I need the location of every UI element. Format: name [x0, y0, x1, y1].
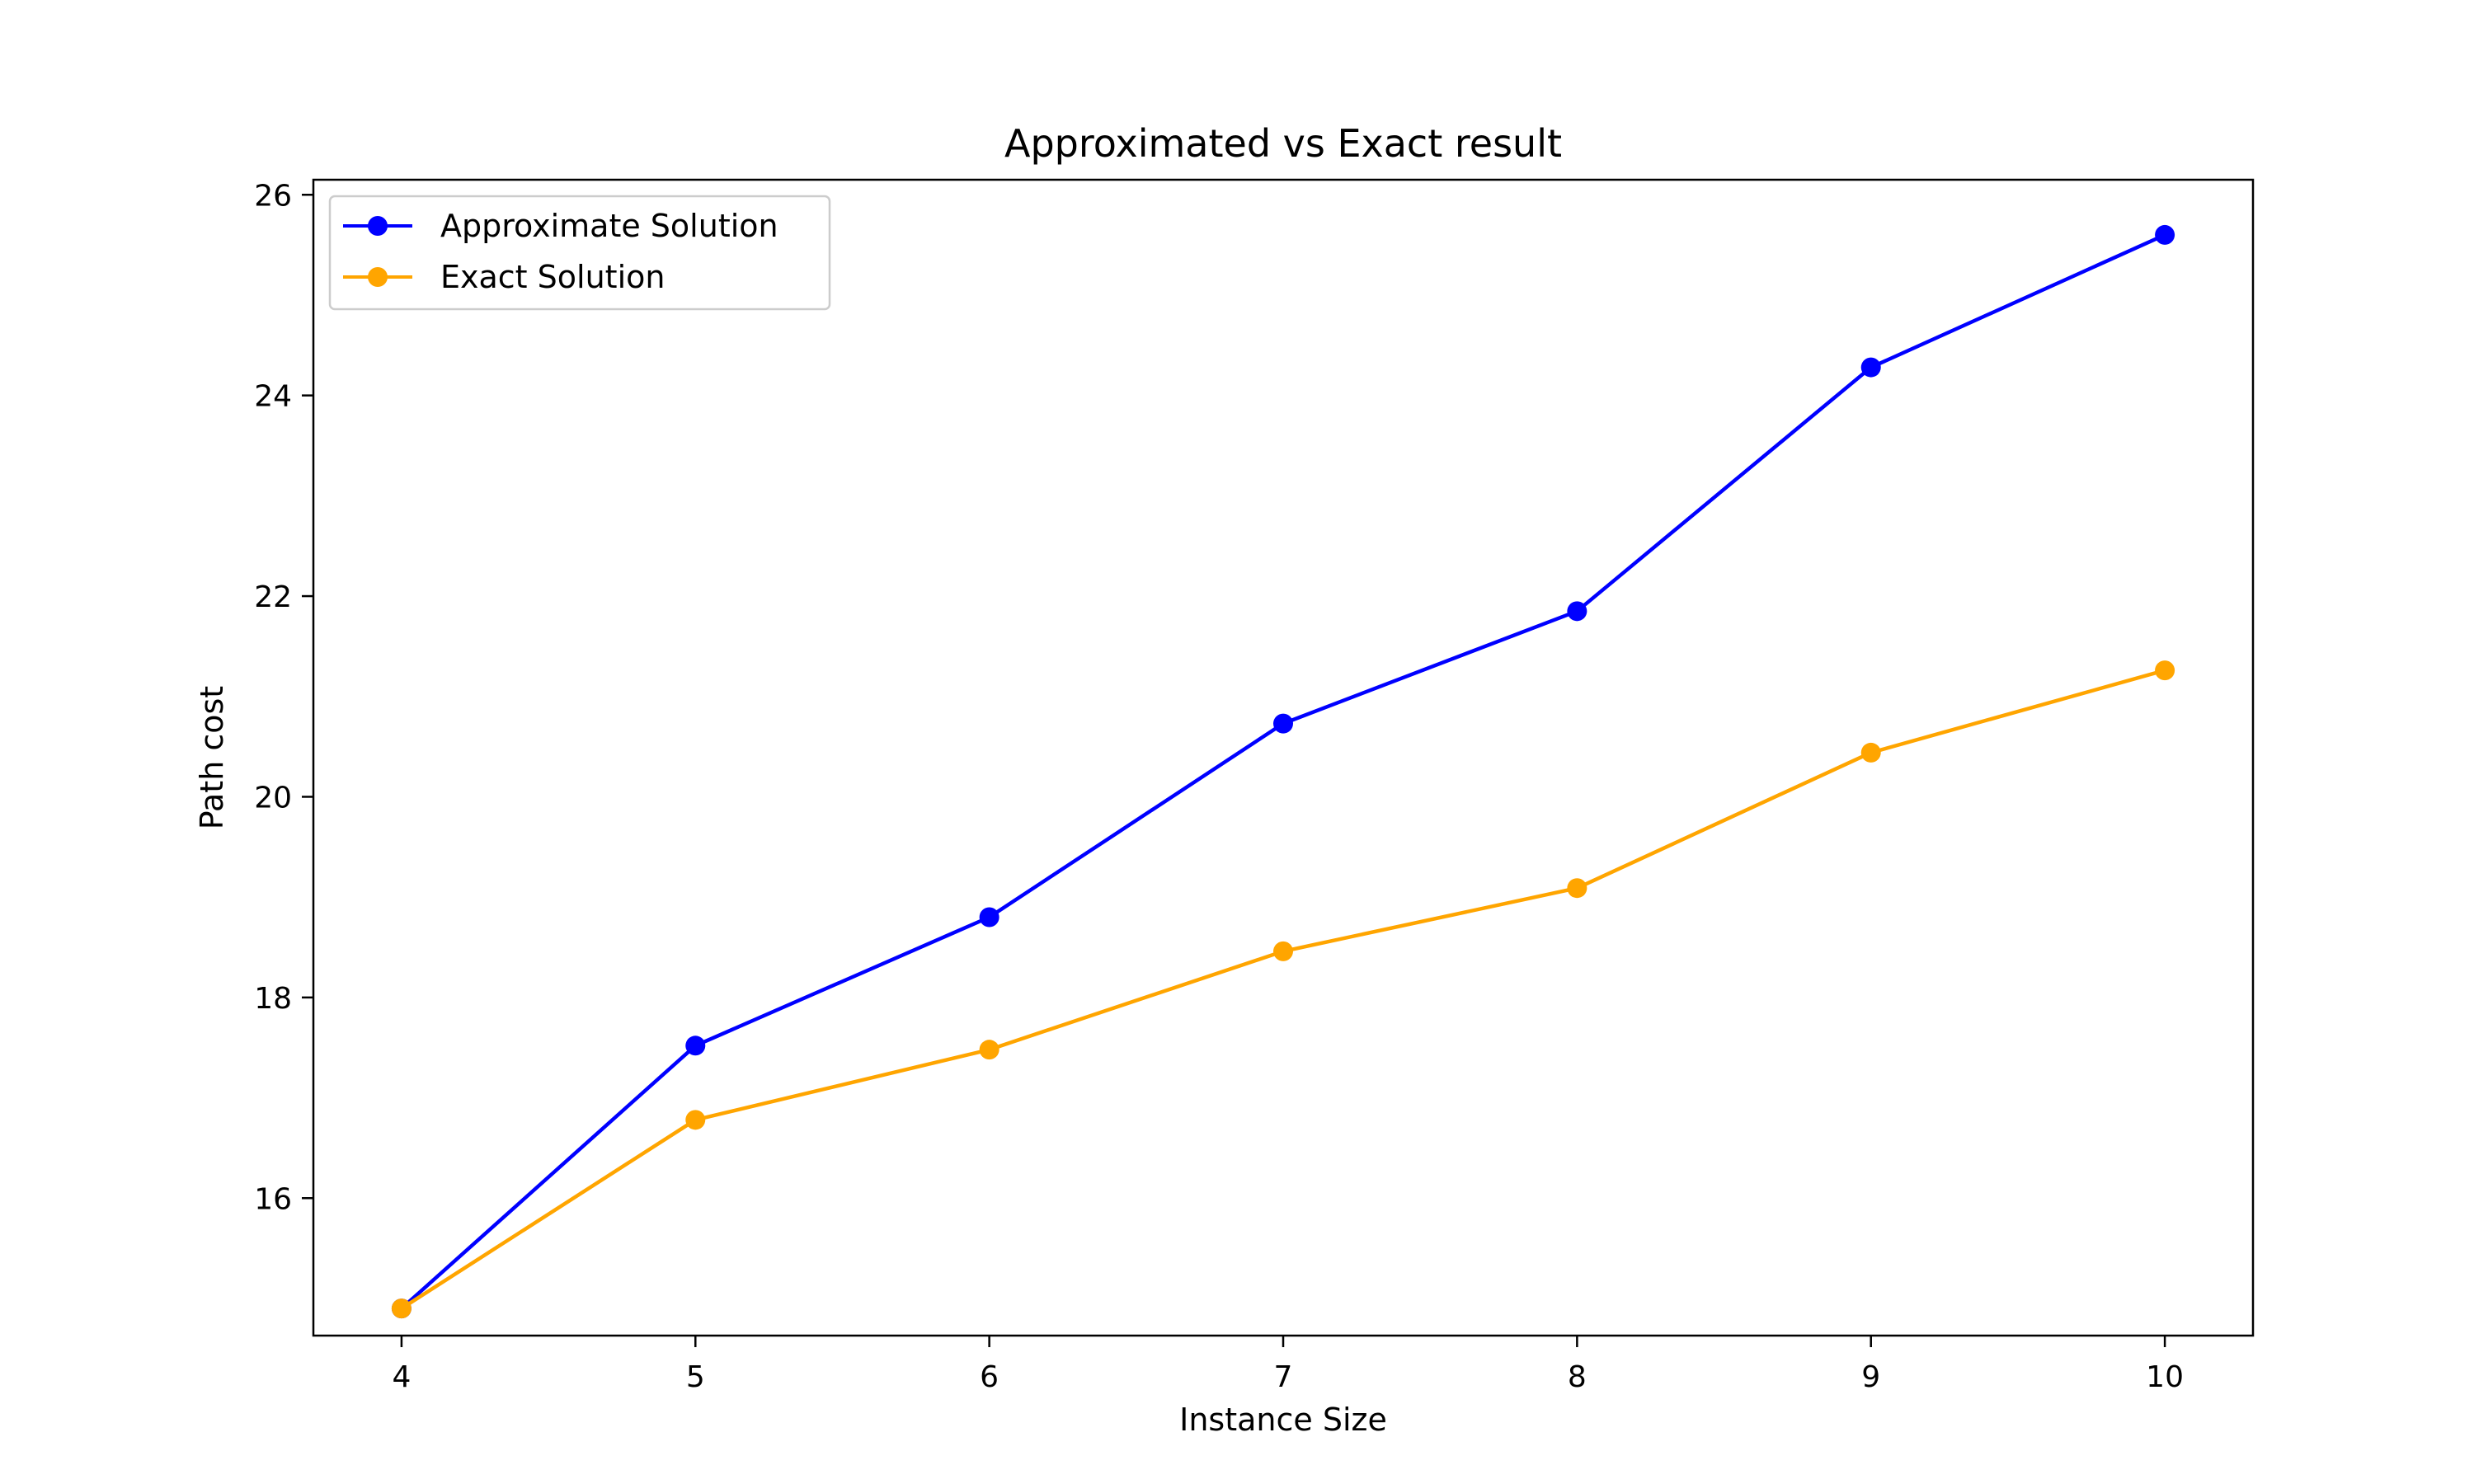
- data-point-approximate-5: [685, 1036, 705, 1055]
- data-point-approximate-8: [1567, 601, 1587, 621]
- y-tick-label-22: 22: [254, 580, 292, 614]
- x-tick-label-8: 8: [1568, 1360, 1587, 1394]
- data-point-approximate-10: [2155, 225, 2175, 245]
- data-point-exact-4: [392, 1298, 412, 1318]
- y-tick-label-18: 18: [254, 982, 292, 1016]
- data-point-approximate-9: [1861, 358, 1881, 378]
- legend-label-approximate: Approximate Solution: [440, 208, 778, 244]
- y-axis-label: Path cost: [194, 686, 230, 829]
- x-tick-label-4: 4: [392, 1360, 411, 1394]
- x-tick-label-9: 9: [1861, 1360, 1880, 1394]
- legend-marker-approximate: [368, 216, 388, 236]
- data-point-approximate-7: [1273, 714, 1293, 734]
- y-tick-label-26: 26: [254, 179, 292, 213]
- x-tick-label-7: 7: [1274, 1360, 1293, 1394]
- y-tick-label-24: 24: [254, 380, 292, 414]
- y-tick-label-16: 16: [254, 1182, 292, 1216]
- data-point-exact-6: [980, 1040, 999, 1059]
- y-tick-label-20: 20: [254, 781, 292, 815]
- data-point-exact-5: [685, 1110, 705, 1129]
- legend-label-exact: Exact Solution: [440, 259, 665, 295]
- data-point-exact-9: [1861, 743, 1881, 763]
- legend: Approximate Solution Exact Solution: [330, 196, 830, 309]
- data-point-approximate-6: [980, 908, 999, 928]
- x-tick-label-6: 6: [980, 1360, 999, 1394]
- data-point-exact-7: [1273, 942, 1293, 961]
- x-tick-label-10: 10: [2146, 1360, 2184, 1394]
- x-tick-label-5: 5: [686, 1360, 705, 1394]
- legend-marker-exact: [368, 267, 388, 287]
- chart-title: Approximated vs Exact result: [1004, 121, 1562, 166]
- data-point-exact-8: [1567, 878, 1587, 898]
- data-point-exact-10: [2155, 660, 2175, 680]
- x-axis-label: Instance Size: [1179, 1402, 1387, 1438]
